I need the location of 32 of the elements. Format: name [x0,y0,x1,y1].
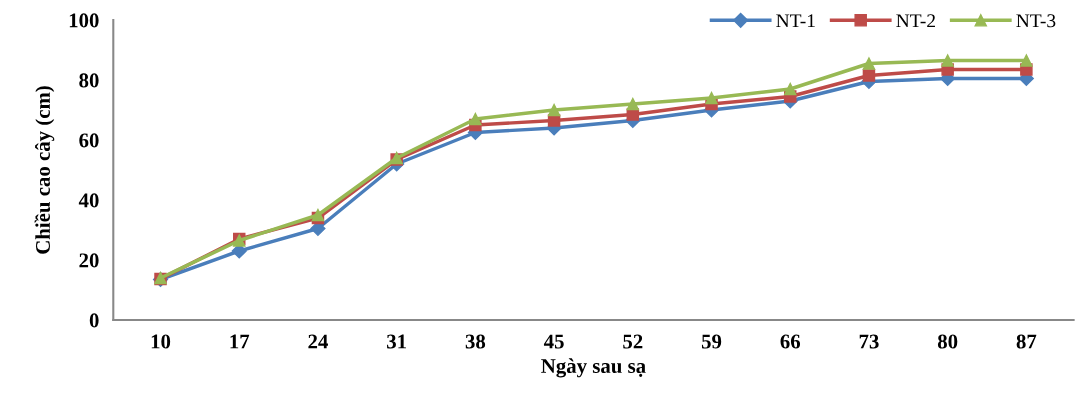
y-axis-title: Chiều cao cây (cm) [34,86,55,254]
x-tick-label: 10 [151,334,171,349]
y-tick-label: 100 [69,13,99,28]
x-tick-label: 24 [308,334,328,349]
x-tick-label: 73 [859,334,879,349]
x-axis-title: Ngày sau sạ [541,358,646,378]
legend-label: NT-1 [776,14,815,28]
legend-label: NT-3 [1016,14,1056,28]
point [1020,54,1033,67]
x-tick-label: 31 [387,334,406,349]
x-tick-label: 87 [1016,334,1037,349]
point [626,97,640,111]
x-tick-label: 80 [937,334,958,349]
y-tick-label: 40 [78,193,99,208]
legend-label: NT-2 [896,14,935,28]
y-tick-label: 80 [79,73,99,88]
y-tick-label: 20 [79,253,99,268]
point [705,91,718,105]
point [862,57,876,70]
y-tick-label: 60 [79,133,99,148]
x-tick-label: 66 [780,334,801,349]
y-tick-label: 0 [89,313,99,328]
x-tick-label: 59 [701,334,722,349]
point [941,54,954,67]
x-tick-label: 38 [465,334,486,349]
point [862,69,876,82]
point [469,112,482,126]
point [547,103,561,117]
x-tick-label: 52 [623,334,643,349]
point [783,82,797,96]
x-tick-label: 45 [543,334,564,349]
x-tick-label: 17 [230,334,250,349]
